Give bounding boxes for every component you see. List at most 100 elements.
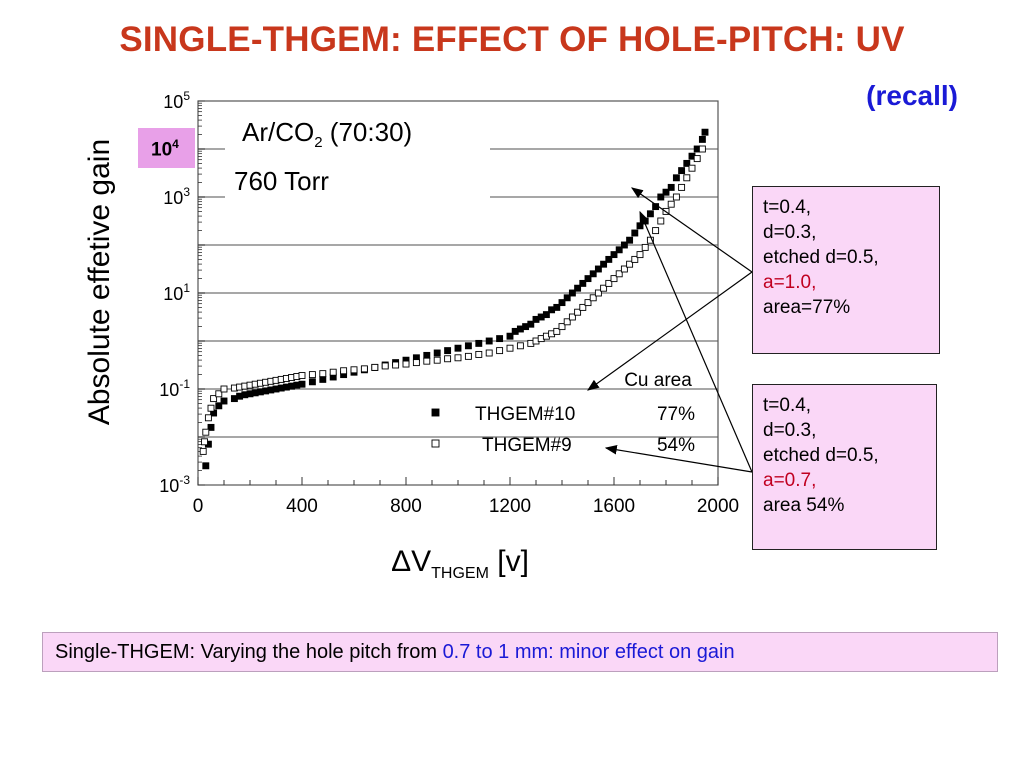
point-thgem9 (423, 357, 431, 365)
y-tick-label: 10-3 (159, 473, 190, 496)
point-thgem10 (475, 339, 483, 347)
arrow (639, 210, 753, 473)
annotation-arrows (587, 187, 753, 473)
x-tick-label: 800 (390, 496, 422, 517)
point-thgem9 (683, 174, 691, 182)
point-thgem10 (496, 335, 504, 343)
point-thgem9 (215, 390, 223, 398)
info-etched: etched d=0.5, (763, 247, 879, 268)
legend: Cu area THGEM#10 77% THGEM#9 54% (431, 370, 695, 456)
point-thgem9 (553, 327, 561, 335)
point-thgem9 (464, 352, 472, 360)
recall-label: (recall) (866, 80, 958, 111)
legend-name: THGEM#10 (475, 404, 575, 425)
point-thgem9 (485, 349, 493, 357)
point-thgem10 (574, 284, 582, 292)
point-thgem9 (207, 404, 215, 412)
point-thgem10 (308, 378, 316, 386)
info-area: area=77% (763, 297, 851, 318)
point-thgem9 (340, 367, 348, 375)
annotation-mask (225, 105, 490, 200)
point-thgem9 (626, 260, 634, 268)
point-thgem9 (584, 299, 592, 307)
y-tick-label: 10-1 (159, 377, 190, 400)
point-thgem10 (626, 236, 634, 244)
info-pitch: a=0.7, (763, 470, 817, 491)
point-thgem9 (631, 255, 639, 263)
point-thgem10 (215, 402, 223, 410)
x-tick-label: 1600 (593, 496, 635, 517)
legend-marker-open (431, 439, 440, 448)
point-thgem9 (558, 323, 566, 331)
point-thgem9 (201, 438, 208, 446)
legend-name: THGEM#9 (482, 435, 572, 456)
point-thgem9 (308, 371, 316, 379)
point-thgem9 (693, 155, 701, 163)
info-thickness: t=0.4, (763, 197, 812, 218)
point-thgem9 (698, 145, 706, 153)
axes: 105 103 101 10-1 10-30 400 800 1200 1600 2000 (159, 89, 739, 517)
point-thgem9 (636, 251, 644, 259)
point-thgem9 (579, 303, 587, 311)
point-thgem10 (563, 294, 571, 302)
point-thgem10 (485, 337, 493, 345)
point-thgem10 (444, 347, 452, 355)
point-thgem10 (683, 159, 691, 167)
point-thgem10 (657, 193, 665, 201)
x-axis-title: ΔVTHGEM [v] (391, 545, 529, 582)
legend-value: 77% (657, 404, 695, 425)
point-thgem9 (204, 414, 212, 422)
point-thgem9 (688, 164, 696, 172)
point-thgem9 (574, 308, 582, 316)
point-thgem9 (600, 284, 608, 292)
point-thgem9 (496, 347, 504, 355)
point-thgem9 (506, 344, 514, 352)
x-tick-label: 2000 (697, 496, 739, 517)
point-thgem10 (646, 210, 654, 218)
x-tick-label: 400 (286, 496, 318, 517)
point-thgem10 (594, 265, 602, 273)
point-thgem10 (678, 167, 686, 175)
point-thgem10 (600, 260, 608, 268)
point-thgem10 (701, 128, 709, 136)
point-thgem9 (371, 363, 379, 371)
point-thgem9 (381, 362, 389, 370)
point-thgem9 (605, 279, 613, 287)
y-tick-label: 101 (163, 281, 190, 304)
x-tick-label: 0 (193, 496, 204, 517)
point-thgem9 (594, 289, 602, 297)
point-thgem9 (652, 227, 660, 235)
y-tick-label: 103 (163, 185, 190, 208)
point-thgem10 (298, 380, 306, 388)
pressure-label: 760 Torr (234, 166, 329, 196)
point-thgem9 (329, 368, 337, 376)
caption-text: Single-THGEM: Varying the hole pitch fro… (55, 641, 443, 663)
point-thgem9 (516, 342, 524, 350)
point-thgem10 (615, 246, 623, 254)
point-thgem10 (207, 423, 215, 431)
caption-box: Single-THGEM: Varying the hole pitch fro… (42, 632, 998, 672)
point-thgem10 (662, 188, 670, 196)
arrow (631, 187, 753, 273)
info-diameter: d=0.3, (763, 222, 817, 243)
info-area: area 54% (763, 495, 845, 516)
point-thgem9 (657, 217, 665, 225)
point-thgem10 (620, 241, 628, 249)
caption-highlight: 0.7 to 1 mm: minor effect on gain (442, 641, 735, 663)
info-thickness: t=0.4, (763, 395, 812, 416)
point-thgem9 (475, 350, 483, 358)
highlight-tick-10e4: 104 (138, 128, 195, 168)
point-thgem9 (672, 193, 680, 201)
point-thgem9 (444, 355, 452, 363)
point-thgem10 (605, 255, 613, 263)
point-thgem10 (202, 462, 210, 470)
point-thgem10 (464, 342, 472, 350)
point-thgem9 (298, 372, 306, 380)
point-thgem9 (620, 265, 628, 273)
x-tick-label: 1200 (489, 496, 531, 517)
point-thgem9 (220, 385, 228, 393)
info-box-thgem9: t=0.4, d=0.3, etched d=0.5, a=0.7, area … (752, 384, 937, 550)
point-thgem9 (360, 365, 368, 373)
point-thgem10 (579, 279, 587, 287)
